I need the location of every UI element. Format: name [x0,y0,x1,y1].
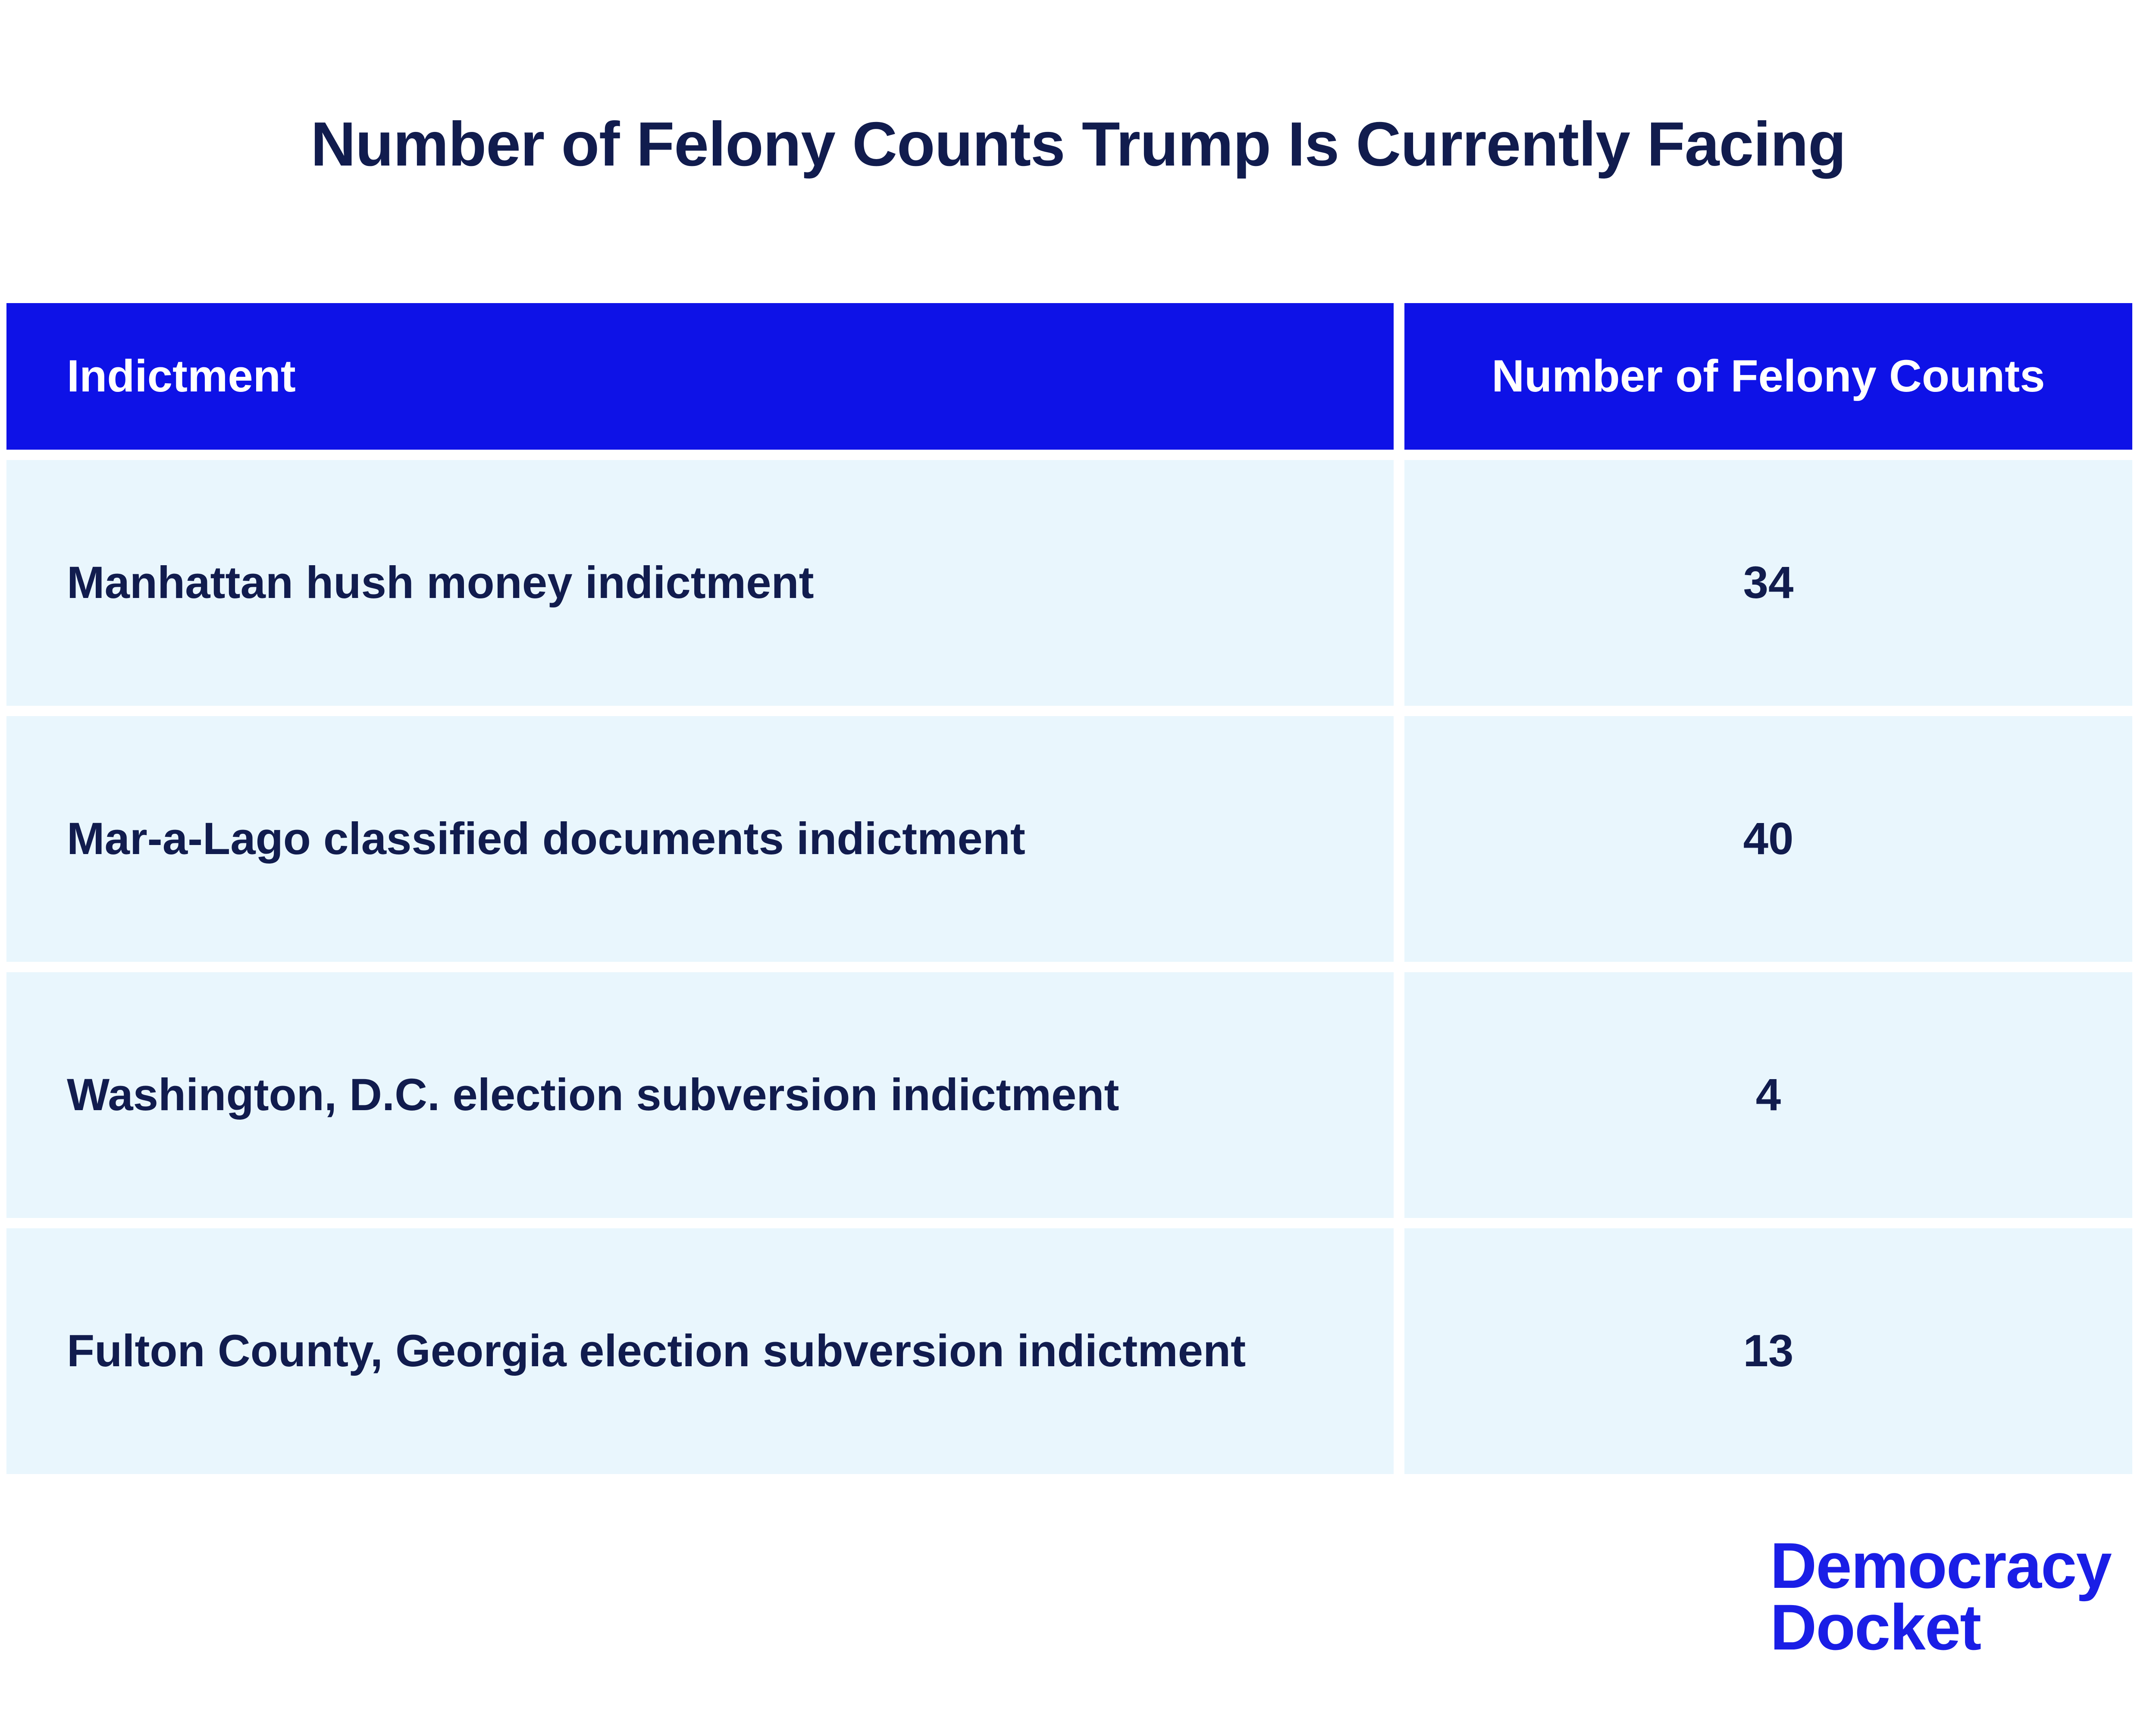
column-header-felony-counts: Number of Felony Counts [1404,303,2132,450]
logo-line-1: Democracy [1770,1529,2112,1602]
page-title: Number of Felony Counts Trump Is Current… [310,109,1846,179]
table-row-label-manhattan: Manhattan hush money indictment [6,460,1394,706]
table-row-label-mar-a-lago: Mar-a-Lago classified documents indictme… [6,716,1394,962]
table-row-label-washington-dc: Washington, D.C. election subversion ind… [6,972,1394,1218]
democracy-docket-logo: Democracy Docket [1770,1529,2112,1663]
table-row-count-fulton-county: 13 [1404,1228,2132,1474]
table-row-count-mar-a-lago: 40 [1404,716,2132,962]
table-row-count-manhattan: 34 [1404,460,2132,706]
felony-counts-table: Indictment Number of Felony Counts Manha… [6,303,2132,1474]
table-row-label-fulton-county: Fulton County, Georgia election subversi… [6,1228,1394,1474]
column-header-indictment: Indictment [6,303,1394,450]
logo-line-2: Docket [1770,1590,1981,1663]
table-row-count-washington-dc: 4 [1404,972,2132,1218]
